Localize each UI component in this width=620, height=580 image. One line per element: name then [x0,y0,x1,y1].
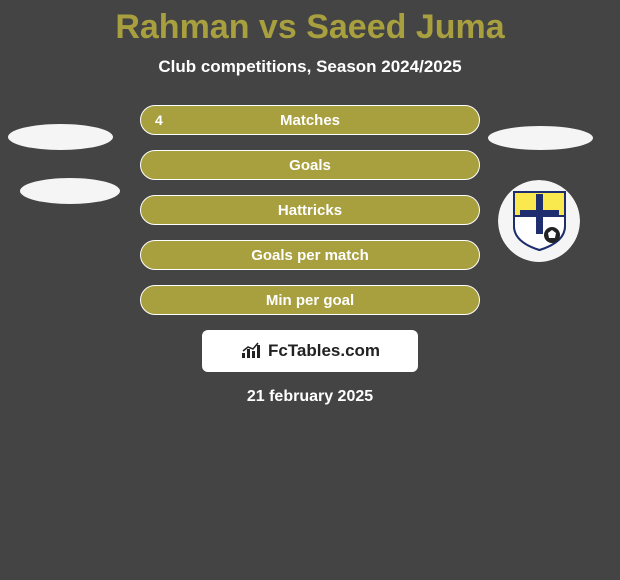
date-text: 21 february 2025 [0,388,620,406]
branding-box: FcTables.com [202,330,418,372]
branding-text: FcTables.com [268,341,380,361]
stat-bar: Min per goal [140,285,480,315]
stat-row: Matches4 [0,105,620,135]
stat-row: Goals per match [0,240,620,270]
stat-bar: Goals [140,150,480,180]
stat-row: Min per goal [0,285,620,315]
chart-icon [240,342,262,360]
stats-area: Matches4 Goals Hattricks Goals per match Min… [0,105,620,315]
stat-bar: Goals per match [140,240,480,270]
stat-left-value: 4 [155,112,163,128]
stat-row: Hattricks [0,195,620,225]
comparison-figure: Rahman vs Saeed Juma Club competitions, … [0,0,620,580]
title: Rahman vs Saeed Juma [0,0,620,47]
stat-row: Goals [0,150,620,180]
stat-bar: Matches4 [140,105,480,135]
stat-bar: Hattricks [140,195,480,225]
subtitle: Club competitions, Season 2024/2025 [0,57,620,77]
